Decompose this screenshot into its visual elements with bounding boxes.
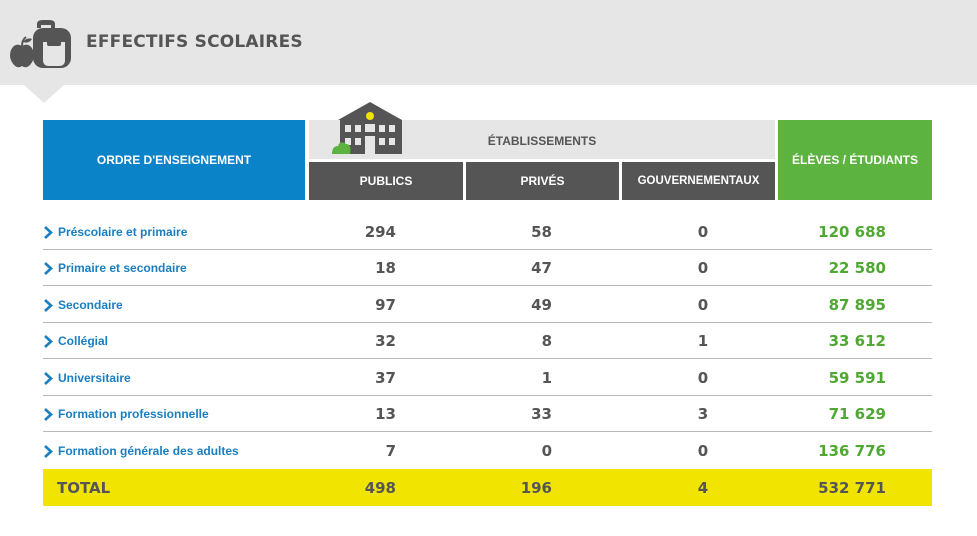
cell-private: 0 xyxy=(541,442,552,460)
row-label[interactable]: Préscolaire et primaire xyxy=(58,225,188,239)
cell-private: 1 xyxy=(541,369,552,387)
column-header-order: ORDRE D'ENSEIGNEMENT xyxy=(43,120,305,200)
row-divider xyxy=(43,395,932,396)
cell-students: 136 776 xyxy=(818,442,886,460)
row-divider xyxy=(43,358,932,359)
total-students: 532 771 xyxy=(818,479,886,497)
cell-government: 0 xyxy=(697,369,709,387)
row-divider xyxy=(43,322,932,323)
table-row[interactable]: Universitaire 37 1 0 59 591 xyxy=(43,360,932,396)
cell-government: 0 xyxy=(697,259,709,277)
column-header-public: PUBLICS xyxy=(309,162,463,200)
cell-private: 58 xyxy=(531,223,552,241)
table-row[interactable]: Formation générale des adultes 7 0 0 136… xyxy=(43,433,932,469)
chevron-right-icon xyxy=(44,226,53,239)
row-label[interactable]: Secondaire xyxy=(58,298,123,312)
row-divider xyxy=(43,285,932,286)
chevron-right-icon xyxy=(44,372,53,385)
backpack-apple-icon xyxy=(10,20,71,68)
cell-public: 97 xyxy=(375,296,396,314)
column-header-students: ÉLÈVES / ÉTUDIANTS xyxy=(778,120,932,200)
chevron-right-icon xyxy=(44,262,53,275)
cell-students: 87 895 xyxy=(828,296,886,314)
cell-private: 33 xyxy=(531,405,552,423)
cell-government: 0 xyxy=(697,296,709,314)
chevron-right-icon xyxy=(44,408,53,421)
header-notch xyxy=(24,85,64,103)
cell-public: 37 xyxy=(375,369,396,387)
table-row[interactable]: Secondaire 97 49 0 87 895 xyxy=(43,287,932,323)
cell-students: 59 591 xyxy=(828,369,886,387)
cell-government: 0 xyxy=(697,442,709,460)
table-row[interactable]: Collégial 32 8 1 33 612 xyxy=(43,323,932,359)
cell-public: 294 xyxy=(364,223,396,241)
row-divider xyxy=(43,249,932,250)
page-title: EFFECTIFS SCOLAIRES xyxy=(86,32,303,52)
chevron-right-icon xyxy=(44,335,53,348)
cell-public: 18 xyxy=(375,259,396,277)
school-building-icon xyxy=(332,102,402,154)
table-row[interactable]: Préscolaire et primaire 294 58 0 120 688 xyxy=(43,214,932,250)
row-label[interactable]: Collégial xyxy=(58,334,109,348)
table-row[interactable]: Formation professionnelle 13 33 3 71 629 xyxy=(43,396,932,432)
cell-public: 7 xyxy=(385,442,396,460)
header-bar: EFFECTIFS SCOLAIRES xyxy=(0,0,977,85)
cell-students: 33 612 xyxy=(828,332,886,350)
row-label[interactable]: Universitaire xyxy=(58,371,131,385)
cell-public: 32 xyxy=(375,332,396,350)
cell-public: 13 xyxy=(375,405,396,423)
table-row[interactable]: Primaire et secondaire 18 47 0 22 580 xyxy=(43,250,932,286)
row-label[interactable]: Formation générale des adultes xyxy=(58,444,239,458)
row-label[interactable]: Formation professionnelle xyxy=(58,407,209,421)
cell-government: 3 xyxy=(697,405,709,423)
row-divider xyxy=(43,431,932,432)
total-public: 498 xyxy=(364,479,396,497)
row-label[interactable]: Primaire et secondaire xyxy=(58,261,187,275)
cell-students: 71 629 xyxy=(828,405,886,423)
cell-government: 0 xyxy=(697,223,709,241)
total-label: TOTAL xyxy=(57,479,111,497)
cell-students: 120 688 xyxy=(818,223,886,241)
column-header-government: GOUVERNEMENTAUX xyxy=(622,162,775,200)
chevron-right-icon xyxy=(44,445,53,458)
chevron-right-icon xyxy=(44,299,53,312)
cell-private: 47 xyxy=(531,259,552,277)
total-government: 4 xyxy=(697,479,709,497)
cell-government: 1 xyxy=(697,332,709,350)
total-row: TOTAL 498 196 4 532 771 xyxy=(43,469,932,506)
total-private: 196 xyxy=(520,479,552,497)
cell-students: 22 580 xyxy=(828,259,886,277)
cell-private: 49 xyxy=(531,296,552,314)
cell-private: 8 xyxy=(541,332,552,350)
column-header-private: PRIVÉS xyxy=(466,162,619,200)
